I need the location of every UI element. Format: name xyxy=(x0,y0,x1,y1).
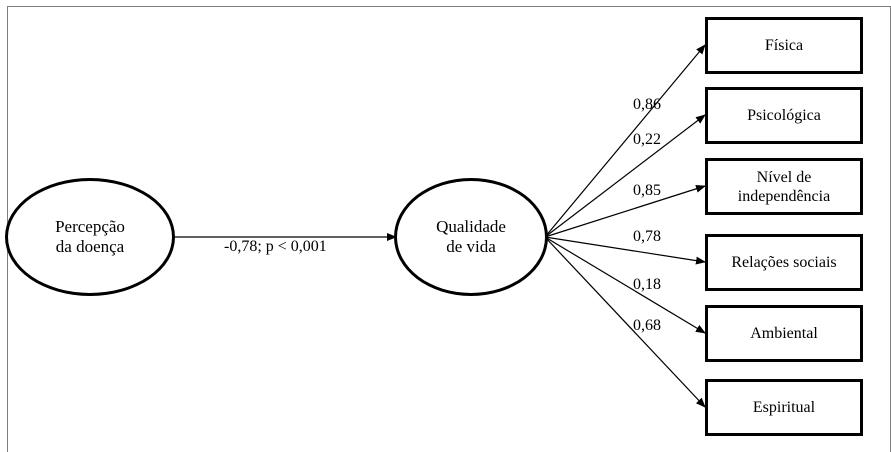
domain-box-espiritual: Espiritual xyxy=(705,379,863,436)
latent-percepcao-label: Percepção da doença xyxy=(55,217,125,256)
latent-qualidade-label: Qualidade de vida xyxy=(436,217,506,256)
latent-qualidade-vida: Qualidade de vida xyxy=(394,178,548,296)
coef-psicologica: 0,22 xyxy=(633,131,661,148)
domain-label-nivel-independencia: Nível de independência xyxy=(737,168,831,205)
latent-percepcao-doenca: Percepção da doença xyxy=(5,178,175,296)
main-path-coefficient: -0,78; p < 0,001 xyxy=(224,238,327,255)
domain-box-fisica: Física xyxy=(705,17,863,74)
figure-frame-top xyxy=(7,6,891,7)
coef-fisica: 0,86 xyxy=(633,96,661,113)
arrow-ambiental xyxy=(544,236,706,334)
domain-label-ambiental: Ambiental xyxy=(750,325,818,342)
arrow-espiritual xyxy=(544,236,706,408)
domain-label-psicologica: Psicológica xyxy=(747,107,821,124)
domain-box-relacoes-sociais: Relações sociais xyxy=(705,234,863,291)
domain-box-psicologica: Psicológica xyxy=(705,87,863,144)
arrow-relacoes-sociais xyxy=(544,236,706,265)
domain-label-fisica: Física xyxy=(764,37,804,54)
coef-relacoes-sociais: 0,78 xyxy=(633,228,661,245)
arrow-fisica xyxy=(544,44,706,238)
coef-ambiental: 0,18 xyxy=(633,276,661,293)
coef-espiritual: 0,68 xyxy=(633,317,661,334)
coef-nivel-independencia: 0,85 xyxy=(633,182,661,199)
domain-box-nivel-independencia: Nível de independência xyxy=(705,158,863,215)
arrow-nivel-independencia xyxy=(544,184,706,238)
domain-label-espiritual: Espiritual xyxy=(752,399,816,416)
arrow-psicologica xyxy=(544,114,706,238)
domain-label-relacoes-sociais: Relações sociais xyxy=(731,254,837,271)
domain-box-ambiental: Ambiental xyxy=(705,305,863,362)
